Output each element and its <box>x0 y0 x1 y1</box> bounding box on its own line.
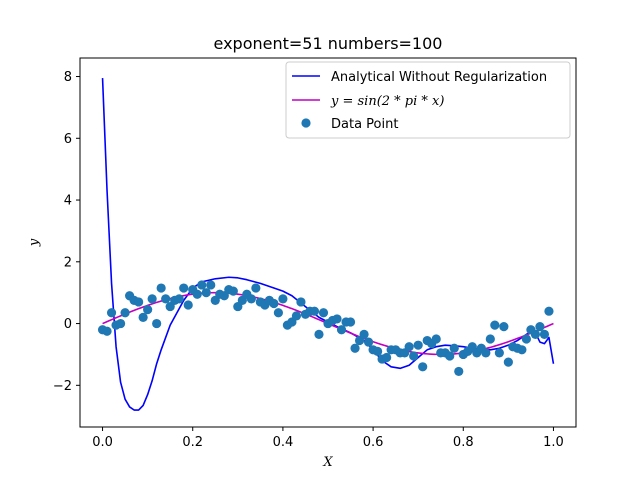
data-point <box>332 314 342 324</box>
data-point <box>278 294 288 304</box>
legend-label-data-point: Data Point <box>331 117 398 132</box>
legend: Analytical Without Regularization y = sin… <box>285 61 571 139</box>
data-point <box>530 329 541 339</box>
y-tick-label: 4 <box>64 194 72 209</box>
data-point <box>197 280 207 290</box>
data-point <box>106 308 117 318</box>
chart-title: exponent=51 numbers=100 <box>214 34 443 53</box>
axis-ticks: 0.0 0.2 0.4 0.6 0.8 1.0 −2 0 2 4 6 8 <box>53 70 564 450</box>
legend-swatch-data-point <box>301 118 311 128</box>
data-point <box>382 352 392 363</box>
data-point <box>336 325 347 335</box>
data-point <box>143 305 153 315</box>
data-point <box>309 306 320 316</box>
data-point <box>535 322 545 332</box>
data-point <box>409 351 419 361</box>
legend-frame <box>285 61 571 139</box>
data-point <box>404 342 414 352</box>
y-tick-label: 8 <box>64 70 72 85</box>
data-point <box>350 343 360 353</box>
data-point <box>318 308 329 318</box>
y-axis-label: y <box>27 238 42 247</box>
data-point <box>228 286 238 296</box>
data-point <box>192 289 202 299</box>
data-point <box>454 366 464 377</box>
y-tick-label: 2 <box>64 255 72 270</box>
data-point <box>183 300 193 310</box>
plot-frame <box>79 57 577 428</box>
data-point <box>291 311 302 321</box>
data-point <box>521 334 532 344</box>
x-tick-label: 0.8 <box>453 435 474 450</box>
x-tick-label: 0.4 <box>273 435 294 450</box>
y-tick-label: 0 <box>64 317 72 332</box>
data-point <box>120 308 130 318</box>
data-point <box>494 348 504 358</box>
data-point <box>499 322 509 332</box>
data-point <box>152 318 162 329</box>
data-point <box>544 306 554 316</box>
data-point <box>359 329 369 339</box>
data-point <box>485 334 495 344</box>
x-axis-label: X <box>322 455 333 470</box>
plot-content <box>97 78 555 411</box>
data-point <box>206 280 216 290</box>
data-point <box>201 288 211 298</box>
legend-label-analytical: Analytical Without Regularization <box>331 70 547 85</box>
data-point <box>147 294 157 304</box>
x-tick-label: 1.0 <box>543 435 564 450</box>
data-point <box>418 362 428 372</box>
data-point <box>174 294 184 304</box>
data-point <box>156 283 166 293</box>
y-tick-label: 6 <box>64 132 72 147</box>
data-point <box>345 317 356 327</box>
data-point <box>251 283 261 293</box>
data-point <box>296 297 306 307</box>
series-line-analytical <box>101 78 555 411</box>
data-point <box>273 308 283 318</box>
y-tick-label: −2 <box>53 379 72 394</box>
data-point <box>445 351 455 361</box>
x-tick-label: 0.6 <box>363 435 384 450</box>
data-point <box>431 334 441 344</box>
data-point <box>481 348 491 358</box>
data-point <box>115 318 126 329</box>
x-tick-label: 0.2 <box>182 435 203 450</box>
data-point <box>413 340 423 350</box>
data-point <box>449 343 459 353</box>
data-point <box>138 312 148 322</box>
data-point <box>134 297 144 307</box>
data-point <box>102 326 112 336</box>
x-tick-label: 0.0 <box>92 435 113 450</box>
data-point <box>373 346 383 356</box>
data-point <box>490 320 500 330</box>
data-point <box>314 329 324 339</box>
data-point <box>503 357 513 367</box>
legend-label-sine: y = sin(2 * pi * x) <box>330 94 444 109</box>
data-point <box>363 337 374 347</box>
data-point <box>517 345 527 355</box>
data-point <box>161 294 171 304</box>
data-point <box>246 294 256 304</box>
data-point <box>269 298 279 309</box>
data-point <box>179 283 189 293</box>
data-point <box>539 329 550 339</box>
